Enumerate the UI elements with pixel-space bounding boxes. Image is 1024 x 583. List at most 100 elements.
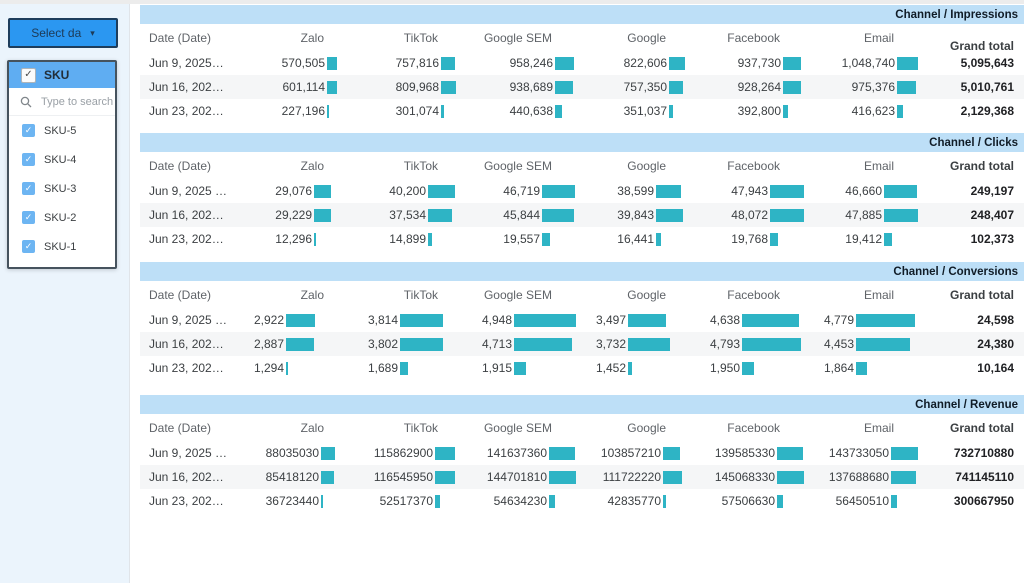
- cell-email: 143733050: [806, 446, 920, 460]
- col-header-google[interactable]: Google: [627, 420, 666, 435]
- date-cell: Jun 23, 202…: [149, 361, 224, 375]
- cell-value: 3,497: [595, 313, 626, 327]
- checked-checkbox-icon[interactable]: ✓: [22, 182, 35, 195]
- cell-value: 301,074: [395, 104, 439, 118]
- value-bar: [549, 494, 555, 508]
- sku-item-sku-3[interactable]: ✓ SKU-3: [9, 174, 115, 203]
- value-bar: [441, 56, 456, 70]
- table-row[interactable]: Jun 16, 202… 601,114 809,968 938,689 757,350…: [140, 75, 1024, 99]
- col-header-zalo[interactable]: Zalo: [300, 30, 324, 45]
- cell-facebook: 4,793: [692, 337, 806, 351]
- table-row[interactable]: Jun 9, 2025 … 88035030 115862900 141637360 1…: [140, 441, 1024, 465]
- table-row[interactable]: Jun 9, 2025… 570,505 757,816 958,246 822,606…: [140, 51, 1024, 75]
- col-header-email[interactable]: Email: [863, 287, 894, 302]
- checked-checkbox-icon[interactable]: ✓: [22, 211, 35, 224]
- sku-item-sku-5[interactable]: ✓ SKU-5: [9, 116, 115, 145]
- col-header-facebook[interactable]: Facebook: [727, 420, 780, 435]
- col-header-grand-total[interactable]: Grand total: [949, 287, 1014, 302]
- table-row[interactable]: Jun 16, 202… 85418120 116545950 144701810 11…: [140, 465, 1024, 489]
- col-header-email[interactable]: Email: [863, 420, 894, 435]
- bar-zone: [439, 80, 464, 94]
- cell-value: 351,037: [623, 104, 667, 118]
- bar-zone: [781, 104, 806, 118]
- table-row[interactable]: Jun 23, 202… 12,296 14,899 19,557 16,441 19,7…: [140, 227, 1024, 251]
- cell-value: 3,814: [367, 313, 398, 327]
- col-header-tiktok[interactable]: TikTok: [403, 287, 438, 302]
- checked-checkbox-icon[interactable]: ✓: [22, 153, 35, 166]
- col-header-grand-total[interactable]: Grand total: [949, 420, 1014, 435]
- col-header-date[interactable]: Date (Date): [149, 30, 212, 45]
- cell-value: 4,948: [481, 313, 512, 327]
- cell-zalo: 601,114: [236, 80, 350, 94]
- cell-google-sem: 46,719: [464, 184, 578, 198]
- col-header-google[interactable]: Google: [627, 287, 666, 302]
- table-row[interactable]: Jun 23, 202… 227,196 301,074 440,638 351,037…: [140, 99, 1024, 123]
- value-bar: [884, 232, 892, 246]
- cell-value: 42835770: [607, 494, 661, 508]
- bar-zone: [654, 184, 692, 198]
- cell-value: 928,264: [737, 80, 781, 94]
- sku-item-sku-4[interactable]: ✓ SKU-4: [9, 145, 115, 174]
- grand-total-cell: 300667950: [953, 494, 1014, 508]
- cell-value: 103857210: [600, 446, 661, 460]
- col-header-google-sem[interactable]: Google SEM: [483, 30, 552, 45]
- cell-google-sem: 19,557: [464, 232, 578, 246]
- value-bar: [669, 104, 674, 118]
- checked-checkbox-icon[interactable]: ✓: [22, 124, 35, 137]
- cell-google-sem: 4,948: [464, 313, 578, 327]
- col-header-google-sem[interactable]: Google SEM: [483, 420, 552, 435]
- cell-value: 958,246: [509, 56, 553, 70]
- col-header-zalo[interactable]: Zalo: [300, 158, 324, 173]
- col-header-tiktok[interactable]: TikTok: [403, 158, 438, 173]
- cell-value: 56450510: [835, 494, 889, 508]
- col-header-date[interactable]: Date (Date): [149, 420, 212, 435]
- chevron-down-icon: ▾: [90, 27, 95, 38]
- col-header-email[interactable]: Email: [863, 158, 894, 173]
- select-all-checkbox[interactable]: ✓: [21, 67, 36, 83]
- cell-google-sem: 45,844: [464, 208, 578, 222]
- col-header-date[interactable]: Date (Date): [149, 287, 212, 302]
- value-bar: [400, 337, 443, 351]
- col-header-zalo[interactable]: Zalo: [300, 287, 324, 302]
- col-header-zalo[interactable]: Zalo: [300, 420, 324, 435]
- bar-zone: [661, 494, 692, 508]
- col-header-google[interactable]: Google: [627, 158, 666, 173]
- sku-item-sku-2[interactable]: ✓ SKU-2: [9, 203, 115, 232]
- table-row[interactable]: Jun 16, 202… 29,229 37,534 45,844 39,843 48,0…: [140, 203, 1024, 227]
- col-header-tiktok[interactable]: TikTok: [403, 30, 438, 45]
- cell-value: 39,843: [617, 208, 654, 222]
- table-channel-clicks: Channel / Clicks Date (Date) Zalo TikTok Goo…: [140, 133, 1024, 251]
- bar-zone: [512, 337, 578, 351]
- col-header-grand-total[interactable]: Grand total: [949, 158, 1014, 173]
- table-row[interactable]: Jun 23, 202… 1,294 1,689 1,915 1,452 1,950 1,8…: [140, 356, 1024, 380]
- cell-value: 47,885: [845, 208, 882, 222]
- sku-search-input[interactable]: [39, 94, 115, 109]
- select-data-dropdown-button[interactable]: Select da ▾: [8, 18, 118, 48]
- table-row[interactable]: Jun 16, 202… 2,887 3,802 4,713 3,732 4,793 4,4…: [140, 332, 1024, 356]
- date-cell: Jun 9, 2025…: [149, 56, 224, 70]
- col-header-google[interactable]: Google: [627, 30, 666, 45]
- table-row[interactable]: Jun 9, 2025 … 2,922 3,814 4,948 3,497 4,638 4,…: [140, 308, 1024, 332]
- sku-item-label: SKU-1: [44, 240, 77, 253]
- sku-item-label: SKU-2: [44, 211, 77, 224]
- bar-zone: [654, 232, 692, 246]
- value-bar: [783, 80, 802, 94]
- sku-item-sku-1[interactable]: ✓ SKU-1: [9, 232, 115, 261]
- col-header-tiktok[interactable]: TikTok: [403, 420, 438, 435]
- grand-total-cell: 249,197: [970, 184, 1014, 198]
- table-title: Channel / Clicks: [929, 136, 1018, 149]
- col-header-google-sem[interactable]: Google SEM: [483, 287, 552, 302]
- sku-filter-header[interactable]: ✓ SKU: [9, 62, 115, 88]
- col-header-facebook[interactable]: Facebook: [727, 158, 780, 173]
- col-header-email[interactable]: Email: [863, 30, 894, 45]
- checked-checkbox-icon[interactable]: ✓: [22, 240, 35, 253]
- col-header-date[interactable]: Date (Date): [149, 158, 212, 173]
- col-header-facebook[interactable]: Facebook: [727, 287, 780, 302]
- col-header-facebook[interactable]: Facebook: [727, 30, 780, 45]
- table-row[interactable]: Jun 9, 2025 … 29,076 40,200 46,719 38,599 47,…: [140, 179, 1024, 203]
- col-header-grand-total[interactable]: Grand total: [949, 38, 1014, 53]
- cell-zalo: 227,196: [236, 104, 350, 118]
- table-row[interactable]: Jun 23, 202… 36723440 52517370 54634230 4283…: [140, 489, 1024, 513]
- cell-google-sem: 4,713: [464, 337, 578, 351]
- col-header-google-sem[interactable]: Google SEM: [483, 158, 552, 173]
